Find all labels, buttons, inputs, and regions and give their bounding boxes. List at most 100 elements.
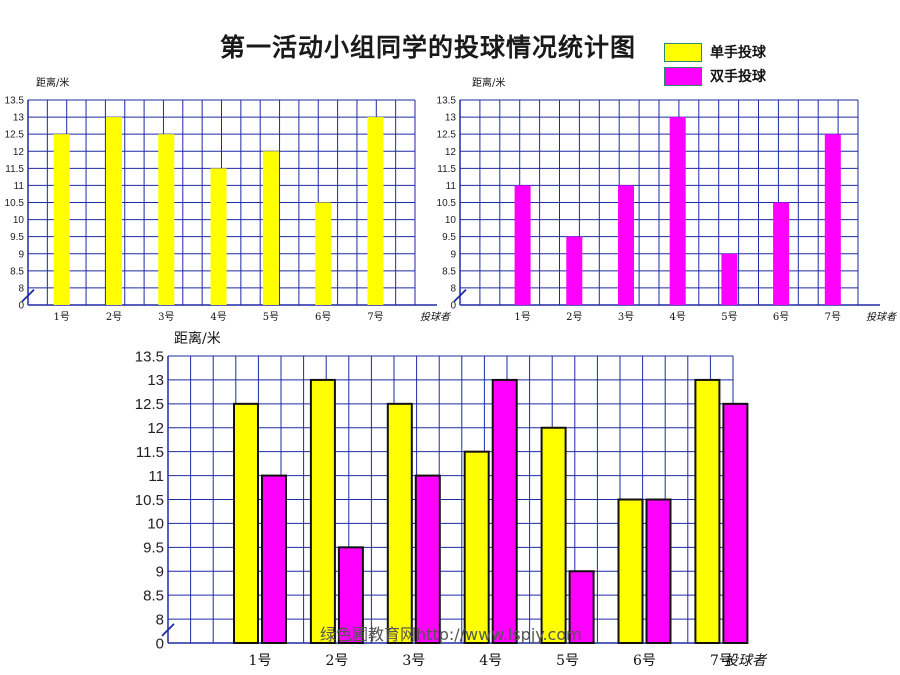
bar-double: [645, 498, 672, 644]
bar-double: [773, 202, 790, 305]
y-tick-label: 8: [18, 283, 24, 294]
legend-label-double: 双手投球: [710, 69, 766, 85]
y-tick-label: 10: [13, 215, 25, 226]
y-tick-label: 13: [445, 113, 457, 124]
y-axis-label: 距离/米: [472, 76, 505, 89]
y-tick-label: 9: [18, 249, 24, 260]
bar-single: [386, 402, 413, 645]
bar-double: [337, 546, 364, 644]
y-tick-label: 13.5: [135, 348, 164, 365]
y-tick-label: 11: [446, 181, 457, 192]
y-tick-label: 10.5: [5, 198, 25, 209]
bar-double: [261, 474, 287, 645]
bar-double: [669, 117, 686, 305]
y-tick-label: 11.5: [437, 164, 456, 175]
x-axis-label: 投球者: [724, 653, 768, 669]
x-tick-label: 7号: [825, 311, 841, 323]
legend-label-single: 单手投球: [710, 45, 766, 61]
x-tick-label: 6号: [633, 653, 656, 669]
axis-break-mark: [161, 623, 175, 637]
chart-3: 0 8 8.5 9 9.5 10 10.5 11 11.5 12 12.5 13 13.5 距离/米投球者…: [135, 330, 768, 669]
axis-break-mark: [453, 288, 467, 303]
x-tick-label: 3号: [158, 311, 174, 323]
x-tick-label: 4号: [670, 311, 686, 323]
bar-single: [53, 134, 70, 305]
x-tick-label: 7号: [367, 311, 383, 323]
chart-1: 0 8 8.5 9 9.5 10 10.5 11 11.5 12 12.5 13 13.5 距离/米投球者…: [5, 76, 451, 323]
y-tick-label: 12.5: [135, 396, 164, 413]
bar-double: [824, 134, 841, 305]
y-tick-label: 8.5: [10, 266, 24, 277]
bar-double: [618, 185, 634, 305]
bar-double: [514, 185, 531, 305]
y-tick-label: 11: [14, 181, 25, 192]
bar-single: [158, 134, 175, 305]
y-tick-label: 12.5: [437, 130, 457, 141]
page-title: 第一活动小组同学的投球情况统计图: [220, 33, 637, 62]
bar-double: [566, 236, 583, 305]
x-tick-label: 5号: [556, 653, 579, 669]
bar-double: [722, 402, 749, 645]
bar-single: [210, 168, 227, 305]
x-tick-label: 1号: [514, 311, 530, 323]
y-tick-label: 13: [13, 113, 25, 124]
y-tick-label: 9: [156, 564, 164, 581]
y-tick-label: 13: [147, 372, 164, 389]
y-tick-label: 8.5: [442, 266, 456, 277]
y-tick-label: 12: [445, 147, 457, 158]
x-tick-label: 7号: [710, 653, 733, 669]
y-tick-label: 10: [445, 215, 457, 226]
x-tick-label: 2号: [566, 311, 582, 323]
x-tick-label: 2号: [325, 653, 348, 669]
bar-single: [106, 117, 122, 305]
watermark-text: 绿色圃教育网http://www.lspjy.com: [320, 625, 582, 644]
y-tick-label: 9: [450, 249, 456, 260]
y-tick-label: 11.5: [5, 164, 24, 175]
bar-double: [721, 253, 738, 305]
x-tick-label: 3号: [618, 311, 634, 323]
legend-swatch-single: [664, 42, 702, 62]
y-tick-label: 9.5: [143, 540, 164, 557]
y-tick-label: 10.5: [437, 198, 457, 209]
bar-double: [491, 378, 518, 644]
x-axis-label: 投球者: [866, 311, 897, 323]
x-axis-label: 投球者: [420, 311, 451, 323]
axis-break-mark: [21, 288, 35, 303]
y-tick-label: 10: [147, 516, 164, 533]
y-axis-label: 距离/米: [174, 330, 221, 347]
y-tick-label: 9.5: [442, 232, 456, 243]
y-axis-label: 距离/米: [36, 76, 69, 89]
chart-2: 0 8 8.5 9 9.5 10 10.5 11 11.5 12 12.5 13 13.5 距离/米投球者…: [437, 76, 897, 323]
y-tick-label: 12: [147, 420, 164, 437]
y-tick-label: 12.5: [5, 130, 25, 141]
y-tick-label: 12: [13, 147, 25, 158]
bar-single: [694, 378, 721, 644]
legend-item-double: 双手投球: [664, 64, 766, 88]
x-tick-label: 5号: [263, 311, 279, 323]
bar-single: [463, 450, 490, 644]
x-tick-label: 5号: [721, 311, 737, 323]
y-tick-label: 8: [156, 611, 164, 628]
bar-double: [568, 570, 595, 644]
legend-item-single: 单手投球: [664, 40, 766, 64]
x-tick-label: 6号: [315, 311, 331, 323]
y-tick-label: 0: [156, 635, 164, 652]
y-tick-label: 11.5: [136, 444, 164, 461]
bar-single: [367, 117, 384, 305]
x-tick-label: 4号: [210, 311, 226, 323]
x-tick-label: 6号: [773, 311, 789, 323]
legend: 单手投球 双手投球: [664, 40, 766, 88]
bar-single: [262, 151, 279, 305]
y-tick-label: 0: [450, 301, 456, 312]
bar-single: [309, 378, 336, 644]
y-tick-label: 13.5: [437, 96, 457, 107]
bar-single: [233, 402, 259, 645]
y-tick-label: 13.5: [5, 96, 25, 107]
y-tick-label: 9.5: [10, 232, 24, 243]
x-tick-label: 1号: [249, 653, 272, 669]
bar-double: [414, 474, 441, 645]
y-tick-label: 0: [18, 301, 24, 312]
bar-single: [315, 202, 332, 305]
bar-single: [540, 426, 567, 644]
